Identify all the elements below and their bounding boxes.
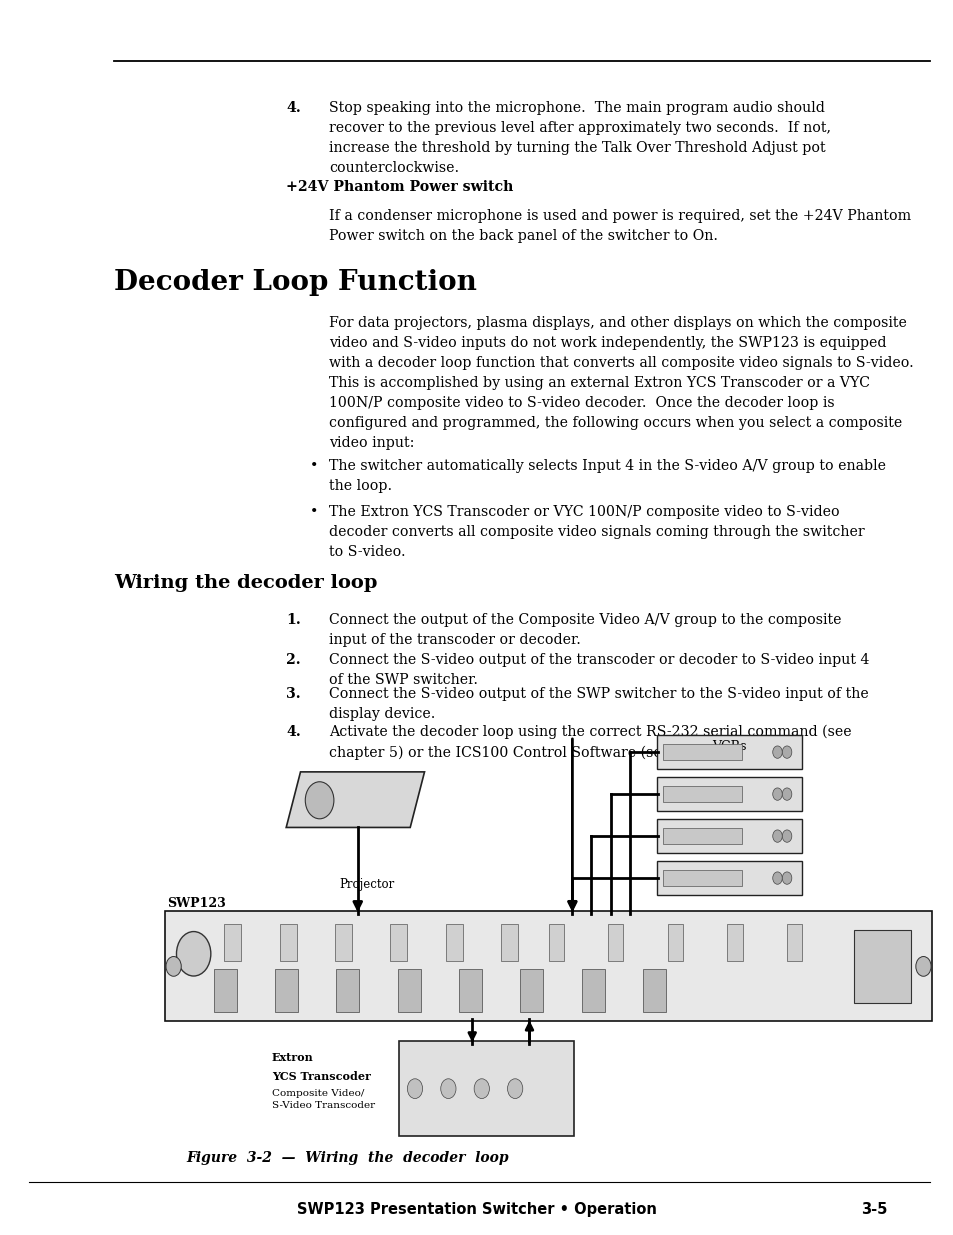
Text: SWP123: SWP123 [167,897,226,910]
Text: For data projectors, plasma displays, and other displays on which the composite
: For data projectors, plasma displays, an… [329,316,913,451]
FancyBboxPatch shape [398,1041,574,1136]
Circle shape [507,1079,522,1099]
FancyBboxPatch shape [581,969,604,1011]
Bar [500,924,517,961]
Bar [662,743,741,760]
Bar [548,924,563,961]
Bar [167,747,929,1134]
FancyBboxPatch shape [336,969,359,1011]
Bar [662,785,741,803]
Text: Figure  3-2  —  Wiring  the  decoder  loop: Figure 3-2 — Wiring the decoder loop [186,1151,508,1165]
Bar [224,924,241,961]
Text: Connect the S-video output of the transcoder or decoder to S-video input 4
of th: Connect the S-video output of the transc… [329,653,868,688]
Text: The switcher automatically selects Input 4 in the S-video A/V group to enable
th: The switcher automatically selects Input… [329,459,885,494]
FancyBboxPatch shape [519,969,542,1011]
Circle shape [772,746,781,758]
FancyBboxPatch shape [397,969,420,1011]
Bar [662,869,741,887]
Circle shape [772,872,781,884]
Circle shape [166,956,181,976]
Text: Extron: Extron [272,1052,314,1063]
Circle shape [781,872,791,884]
Bar [726,924,741,961]
FancyBboxPatch shape [213,969,236,1011]
Bar [390,924,407,961]
Circle shape [781,830,791,842]
Circle shape [440,1079,456,1099]
Text: 4.: 4. [286,725,300,739]
Ellipse shape [305,782,334,819]
Circle shape [781,746,791,758]
Circle shape [407,1079,422,1099]
Circle shape [772,830,781,842]
FancyBboxPatch shape [274,969,297,1011]
FancyBboxPatch shape [657,777,801,811]
Bar [607,924,622,961]
Text: Projector: Projector [339,878,395,892]
Text: •: • [310,459,318,473]
Text: SWP123 Presentation Switcher • Operation: SWP123 Presentation Switcher • Operation [296,1202,657,1216]
FancyBboxPatch shape [642,969,665,1011]
Bar [662,827,741,845]
Text: Activate the decoder loop using the correct RS-232 serial command (see
chapter 5: Activate the decoder loop using the corr… [329,725,851,760]
Text: Connect the S-video output of the SWP switcher to the S-video input of the
displ: Connect the S-video output of the SWP sw… [329,687,868,721]
Circle shape [474,1079,489,1099]
FancyBboxPatch shape [657,735,801,769]
Bar [445,924,462,961]
Circle shape [781,788,791,800]
Text: •: • [310,505,318,519]
FancyBboxPatch shape [165,911,931,1021]
FancyBboxPatch shape [657,861,801,895]
Text: Decoder Loop Function: Decoder Loop Function [114,269,476,296]
Text: Composite Video/
S-Video Transcoder: Composite Video/ S-Video Transcoder [272,1089,375,1110]
Polygon shape [286,772,424,827]
Text: Wiring the decoder loop: Wiring the decoder loop [114,574,377,593]
Text: VCRs: VCRs [712,740,746,753]
Text: 2.: 2. [286,653,300,667]
Bar [786,924,801,961]
Circle shape [176,931,211,976]
Text: 3.: 3. [286,687,300,700]
Text: +24V Phantom Power switch: +24V Phantom Power switch [286,180,513,194]
Bar [667,924,682,961]
FancyBboxPatch shape [657,819,801,853]
Text: 4.: 4. [286,101,300,115]
FancyBboxPatch shape [458,969,481,1011]
Circle shape [772,788,781,800]
Text: Connect the output of the Composite Video A/V group to the composite
input of th: Connect the output of the Composite Vide… [329,613,841,647]
Text: Stop speaking into the microphone.  The main program audio should
recover to the: Stop speaking into the microphone. The m… [329,101,830,175]
Text: If a condenser microphone is used and power is required, set the +24V Phantom
Po: If a condenser microphone is used and po… [329,209,910,243]
Text: YCS Transcoder: YCS Transcoder [272,1071,371,1082]
Text: 3-5: 3-5 [860,1202,886,1216]
Bar [853,930,910,1003]
Bar [279,924,296,961]
Text: The Extron YCS Transcoder or VYC 100N/P composite video to S-video
decoder conve: The Extron YCS Transcoder or VYC 100N/P … [329,505,863,559]
Bar [335,924,352,961]
Text: 1.: 1. [286,613,300,626]
Circle shape [915,956,930,976]
